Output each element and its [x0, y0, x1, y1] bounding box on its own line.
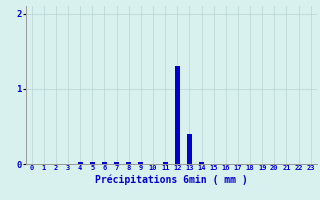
Bar [114, 162, 119, 164]
Bar [78, 162, 83, 164]
Bar [199, 162, 204, 164]
Bar [163, 162, 168, 164]
X-axis label: Précipitations 6min ( mm ): Précipitations 6min ( mm ) [95, 174, 248, 185]
Bar [90, 162, 95, 164]
Bar [126, 162, 131, 164]
Bar [102, 162, 107, 164]
Bar [139, 162, 143, 164]
Bar [187, 134, 192, 164]
Bar [175, 66, 180, 164]
